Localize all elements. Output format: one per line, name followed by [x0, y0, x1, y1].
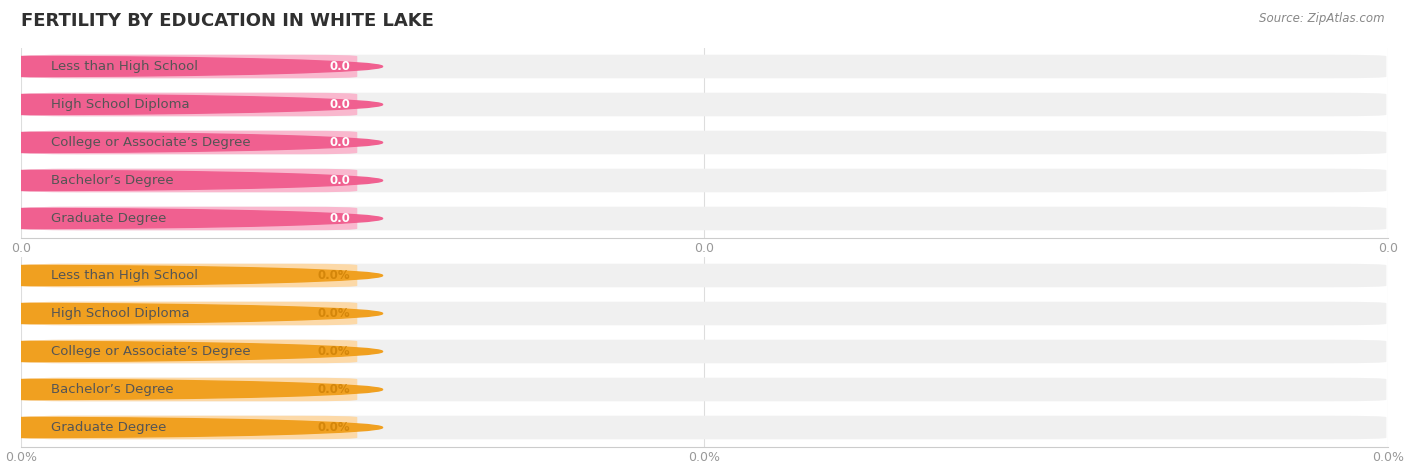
FancyBboxPatch shape [22, 378, 1386, 401]
Circle shape [0, 133, 382, 152]
Text: College or Associate’s Degree: College or Associate’s Degree [51, 345, 250, 358]
FancyBboxPatch shape [22, 264, 357, 287]
FancyBboxPatch shape [22, 302, 357, 325]
Text: 0.0%: 0.0% [318, 421, 350, 434]
Text: Less than High School: Less than High School [51, 269, 198, 282]
Text: 0.0: 0.0 [329, 212, 350, 225]
FancyBboxPatch shape [22, 55, 357, 78]
FancyBboxPatch shape [22, 207, 357, 230]
Text: High School Diploma: High School Diploma [51, 98, 190, 111]
Circle shape [0, 95, 382, 114]
Text: 0.0: 0.0 [329, 60, 350, 73]
Text: 0.0: 0.0 [329, 136, 350, 149]
Text: Bachelor’s Degree: Bachelor’s Degree [51, 174, 174, 187]
FancyBboxPatch shape [22, 416, 357, 439]
Text: College or Associate’s Degree: College or Associate’s Degree [51, 136, 250, 149]
FancyBboxPatch shape [22, 416, 1386, 439]
Text: 0.0: 0.0 [329, 174, 350, 187]
Text: 0.0%: 0.0% [318, 269, 350, 282]
FancyBboxPatch shape [22, 93, 1386, 116]
FancyBboxPatch shape [22, 55, 1386, 78]
FancyBboxPatch shape [22, 340, 357, 363]
Circle shape [0, 266, 382, 285]
Text: Graduate Degree: Graduate Degree [51, 421, 166, 434]
FancyBboxPatch shape [22, 131, 357, 154]
FancyBboxPatch shape [22, 131, 1386, 154]
Text: Graduate Degree: Graduate Degree [51, 212, 166, 225]
Circle shape [0, 209, 382, 228]
FancyBboxPatch shape [22, 169, 1386, 192]
Text: 0.0%: 0.0% [318, 307, 350, 320]
Text: 0.0: 0.0 [329, 98, 350, 111]
FancyBboxPatch shape [22, 207, 1386, 230]
FancyBboxPatch shape [22, 302, 1386, 325]
Circle shape [0, 380, 382, 399]
Text: 0.0%: 0.0% [318, 383, 350, 396]
Text: FERTILITY BY EDUCATION IN WHITE LAKE: FERTILITY BY EDUCATION IN WHITE LAKE [21, 12, 434, 30]
Circle shape [0, 304, 382, 323]
Circle shape [0, 171, 382, 190]
Circle shape [0, 57, 382, 76]
FancyBboxPatch shape [22, 340, 1386, 363]
Text: Bachelor’s Degree: Bachelor’s Degree [51, 383, 174, 396]
Circle shape [0, 418, 382, 437]
Text: Source: ZipAtlas.com: Source: ZipAtlas.com [1260, 12, 1385, 25]
Circle shape [0, 342, 382, 361]
FancyBboxPatch shape [22, 169, 357, 192]
FancyBboxPatch shape [22, 93, 357, 116]
Text: Less than High School: Less than High School [51, 60, 198, 73]
Text: High School Diploma: High School Diploma [51, 307, 190, 320]
FancyBboxPatch shape [22, 378, 357, 401]
Text: 0.0%: 0.0% [318, 345, 350, 358]
FancyBboxPatch shape [22, 264, 1386, 287]
